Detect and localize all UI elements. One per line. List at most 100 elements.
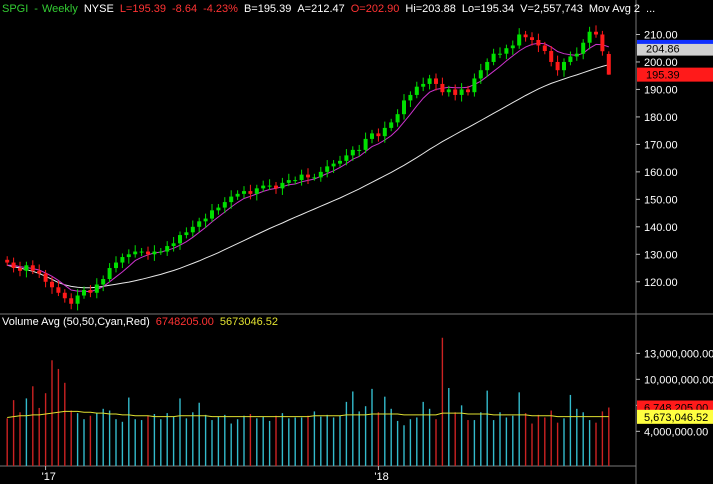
candle-body <box>267 185 272 187</box>
candle-body <box>370 133 374 139</box>
price-flag-label: 204.86 <box>646 44 680 56</box>
candle-body <box>94 284 99 293</box>
candle-body <box>248 191 253 194</box>
price-tick-label: 210.00 <box>644 29 678 41</box>
candle-body <box>344 155 349 161</box>
candle-body <box>504 48 509 54</box>
price-tick-label: 180.00 <box>644 112 678 124</box>
candle-body <box>536 39 541 46</box>
volume-tick-label: 13,000,000.00 <box>644 348 713 360</box>
time-tick-label: '17 <box>42 471 56 483</box>
price-tick-label: 150.00 <box>644 194 678 206</box>
volume-header: Volume Avg (50,50,Cyan,Red) 6748205.00 567… <box>2 316 284 328</box>
header-exchange: NYSE <box>83 3 114 15</box>
candle-body <box>338 160 342 164</box>
candle-body <box>18 268 22 271</box>
candle-body <box>274 185 278 189</box>
candle-body <box>581 42 586 54</box>
candle-body <box>75 295 80 304</box>
candle-body <box>549 50 554 62</box>
header-more[interactable]: ... <box>646 3 656 15</box>
candle-body <box>254 188 259 194</box>
price-flag-label: 195.39 <box>646 70 680 82</box>
header-last: L=195.39 <box>119 3 166 15</box>
header-symbol: SPGI <box>2 3 29 15</box>
price-tick-label: 140.00 <box>644 222 678 234</box>
candle-body <box>402 100 406 115</box>
candle-body <box>50 281 54 288</box>
candle-body <box>165 246 170 252</box>
candle-body <box>562 61 566 71</box>
candle-body <box>120 257 125 263</box>
candle-body <box>216 207 221 211</box>
candle-body <box>171 243 176 247</box>
candle-body <box>466 89 470 93</box>
price-tick-label: 200.00 <box>644 57 678 69</box>
candle-body <box>107 268 112 280</box>
candle-body <box>24 265 29 271</box>
header-change-pct: -4.23% <box>203 3 238 15</box>
candle-body <box>459 89 464 95</box>
candle-body <box>114 262 118 269</box>
candle-body <box>389 122 394 128</box>
volume-label: Volume Avg (50,50,Cyan,Red) <box>2 316 150 328</box>
candle-body <box>280 182 285 189</box>
candle-body <box>318 171 323 178</box>
candle-body <box>101 279 106 285</box>
candle-body <box>434 78 438 84</box>
candle-body <box>261 185 266 189</box>
candle-body <box>126 254 131 258</box>
candle-body <box>517 34 522 46</box>
candle-body <box>357 149 362 151</box>
candle-body <box>203 218 208 222</box>
price-marker-bar <box>637 39 713 44</box>
header-change: -8.64 <box>172 3 198 15</box>
candle-body <box>478 70 483 79</box>
price-tick-label: 130.00 <box>644 249 678 261</box>
candle-body <box>299 174 304 181</box>
price-flag <box>637 41 713 56</box>
candle-body <box>325 166 330 172</box>
candle-body <box>88 290 93 293</box>
header-low: Lo=195.34 <box>461 3 515 15</box>
candle-body <box>69 298 74 304</box>
candle-body <box>491 53 496 62</box>
candle-body <box>542 45 547 51</box>
volume-tick-label: 10,000,000.00 <box>644 374 713 386</box>
candle-body <box>62 292 67 299</box>
candle-body <box>210 210 214 219</box>
candle-body <box>523 34 528 38</box>
candle-body <box>37 270 42 274</box>
volume-avg1: 6748205.00 <box>155 316 214 328</box>
candle-body <box>472 78 477 93</box>
candle-body <box>152 251 157 255</box>
candle-body <box>568 56 573 62</box>
volume-flag <box>637 409 713 424</box>
price-tick-label: 160.00 <box>644 167 678 179</box>
candle-body <box>133 251 138 255</box>
candle-body <box>395 114 400 123</box>
candle-body <box>178 235 182 244</box>
header-open: O=202.90 <box>350 3 400 15</box>
candle-body <box>82 290 86 296</box>
moving-average-long-line <box>7 64 609 289</box>
candle-body <box>293 180 298 182</box>
candle-body <box>376 133 381 137</box>
volume-avg2: 5673046.52 <box>219 316 279 328</box>
time-tick-label: '18 <box>374 471 388 483</box>
candle-body <box>242 191 246 194</box>
candle-body <box>587 31 592 43</box>
candle-body <box>350 149 355 156</box>
header-interval: Weekly <box>41 3 78 15</box>
volume-flag-label: 5,673,046.52 <box>644 412 708 424</box>
candle-body <box>421 83 426 87</box>
candle-body <box>229 196 234 203</box>
candle-body <box>485 61 490 71</box>
price-tick-label: 190.00 <box>644 84 678 96</box>
header-bid: B=195.39 <box>243 3 292 15</box>
candle-body <box>139 251 144 253</box>
candle-body <box>530 37 534 40</box>
candle-body <box>606 53 611 75</box>
